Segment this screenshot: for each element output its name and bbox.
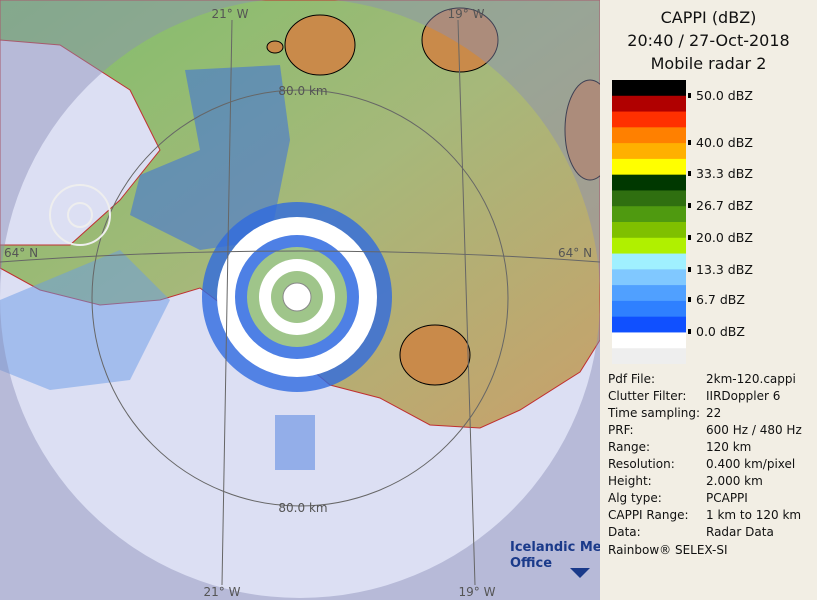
swatch [612, 269, 686, 286]
swatch [612, 158, 686, 176]
out-of-range [0, 0, 600, 600]
range-ring [91, 89, 509, 507]
logo-text: Office [510, 556, 552, 571]
footer: Rainbow® SELEX-SI [608, 543, 728, 557]
info-key: CAPPI Range: [608, 508, 689, 522]
glacier [284, 14, 356, 76]
swatch [612, 127, 686, 144]
other-radar [67, 202, 93, 228]
info-value: PCAPPI [706, 491, 748, 505]
scale-label: 40.0 dBZ [688, 135, 753, 150]
swatch [612, 300, 686, 318]
meridian [457, 19, 476, 586]
swatch [612, 174, 686, 191]
glacier [399, 324, 471, 386]
swatch [612, 190, 686, 207]
swatch [612, 206, 686, 223]
info-value: 600 Hz / 480 Hz [706, 423, 802, 437]
info-value: 2.000 km [706, 474, 763, 488]
title: Mobile radar 2 [650, 54, 767, 73]
echo [0, 250, 170, 390]
echo [130, 65, 290, 250]
scale-label: 6.7 dBZ [688, 292, 745, 307]
grid-label: 21° W [212, 7, 249, 21]
range-label: 80.0 km [278, 84, 327, 98]
grid-label: 64° N [4, 246, 38, 260]
other-radar [49, 184, 111, 246]
range-label: 80.0 km [278, 501, 327, 515]
glacier [266, 40, 284, 54]
swatch [612, 222, 686, 239]
grid-label: 19° W [448, 7, 485, 21]
title: CAPPI (dBZ) [660, 8, 757, 27]
info-key: Resolution: [608, 457, 675, 471]
info-key: Data: [608, 525, 641, 539]
swatch [612, 253, 686, 270]
swatch [612, 237, 686, 255]
glacier [564, 79, 600, 181]
scale-label: 20.0 dBZ [688, 230, 753, 245]
info-key: PRF: [608, 423, 634, 437]
info-value: IIRDoppler 6 [706, 389, 781, 403]
info-key: Clutter Filter: [608, 389, 687, 403]
title: 20:40 / 27-Oct-2018 [627, 31, 790, 50]
scale-label: 50.0 dBZ [688, 88, 753, 103]
grid-label: 64° N [558, 246, 592, 260]
swatch [612, 285, 686, 302]
info-value: 0.400 km/pixel [706, 457, 796, 471]
grid-label: 21° W [204, 585, 241, 599]
info-value: 1 km to 120 km [706, 508, 802, 522]
scale-label: 33.3 dBZ [688, 166, 753, 181]
info-value: 22 [706, 406, 722, 420]
info-key: Time sampling: [608, 406, 701, 420]
info-key: Height: [608, 474, 652, 488]
color-scale [612, 80, 686, 364]
info-value: 2km-120.cappi [706, 372, 796, 386]
scale-label: 13.3 dBZ [688, 262, 753, 277]
info-key: Range: [608, 440, 651, 454]
swatch [612, 316, 686, 333]
meridian [221, 19, 233, 586]
swatch [612, 143, 686, 160]
logo-text: Icelandic Met [510, 540, 600, 555]
swatch [612, 95, 686, 113]
info-key: Alg type: [608, 491, 662, 505]
scale-label: 26.7 dBZ [688, 198, 753, 213]
info-value: 120 km [706, 440, 752, 454]
swatch [612, 80, 686, 97]
info-key: Pdf File: [608, 372, 656, 386]
swatch [612, 348, 686, 364]
echo [275, 415, 315, 470]
logo-icon [570, 568, 590, 578]
scale-label: 0.0 dBZ [688, 324, 745, 339]
echo-ring [282, 282, 312, 312]
info-value: Radar Data [706, 525, 774, 539]
radar-map: 21° W 19° W 64° N 64° N 21° W 19° W 80.0… [0, 0, 600, 600]
swatch [612, 111, 686, 128]
swatch [612, 332, 686, 349]
parallel [0, 250, 600, 263]
grid-label: 19° W [459, 585, 496, 599]
